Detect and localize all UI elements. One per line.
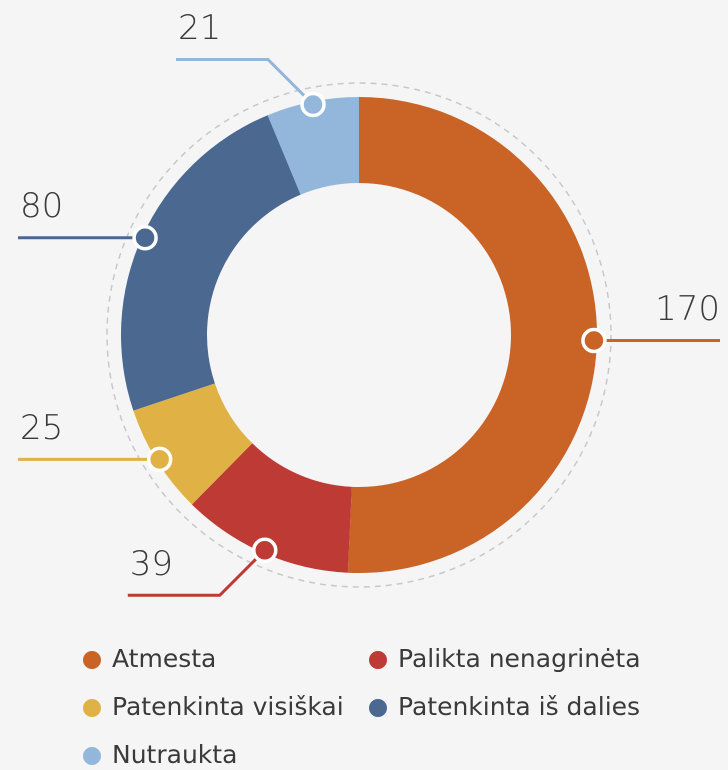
- label-dot: [132, 224, 158, 251]
- value-label: 25: [20, 408, 63, 448]
- label-dot: [146, 446, 173, 473]
- value-label: 21: [178, 8, 221, 48]
- value-label: 39: [130, 544, 173, 584]
- donut-slice: [121, 115, 301, 411]
- legend-label: Patenkinta iš dalies: [398, 692, 640, 721]
- legend-marker: [369, 699, 387, 717]
- donut-slice: [267, 97, 359, 195]
- legend-marker: [369, 651, 387, 669]
- legend-marker: [83, 651, 101, 669]
- legend-marker: [83, 747, 101, 765]
- label-dot: [300, 91, 326, 118]
- leader-line: [176, 58, 315, 106]
- legend-label: Palikta nenagrinėta: [398, 644, 641, 673]
- legend-label: Atmesta: [112, 644, 216, 673]
- donut-slice: [347, 97, 597, 573]
- legend-label: Nutraukta: [112, 740, 237, 769]
- legend-marker: [83, 699, 101, 717]
- label-dot: [581, 327, 607, 354]
- value-label: 170: [655, 289, 720, 329]
- donut-slice: [191, 443, 352, 573]
- value-label: 80: [20, 186, 63, 226]
- leader-line: [127, 549, 266, 597]
- label-dot: [252, 537, 278, 564]
- dashed-ring: [106, 82, 612, 588]
- donut-slice: [133, 383, 253, 505]
- legend-label: Patenkinta visiškai: [112, 692, 344, 721]
